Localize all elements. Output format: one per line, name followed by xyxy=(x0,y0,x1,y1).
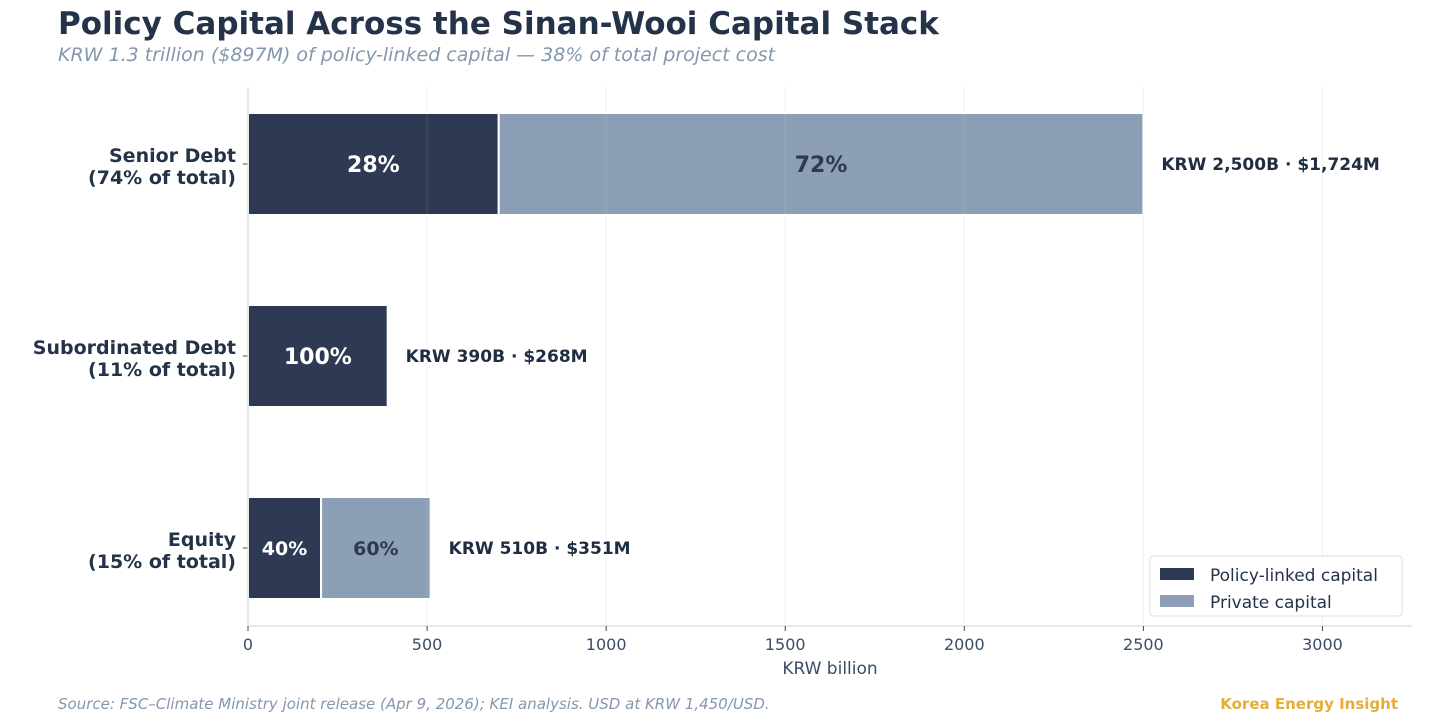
segment-share-label: 28% xyxy=(347,153,400,178)
bar-total-label: KRW 510B · $351M xyxy=(449,539,631,559)
x-axis-title: KRW billion xyxy=(782,659,877,679)
bar-private-segment xyxy=(320,496,432,600)
category-share-label: (11% of total) xyxy=(88,359,236,381)
segment-share-label: 40% xyxy=(262,538,307,560)
legend-label: Private capital xyxy=(1210,593,1332,613)
chart-subtitle: KRW 1.3 trillion ($897M) of policy-linke… xyxy=(58,44,776,66)
bar-policy-segment xyxy=(247,496,323,600)
chart-title: Policy Capital Across the Sinan-Wooi Cap… xyxy=(58,6,939,42)
legend-label: Policy-linked capital xyxy=(1210,566,1378,586)
x-tick-label: 3000 xyxy=(1302,635,1343,654)
x-tick-label: 2000 xyxy=(944,635,985,654)
legend-box xyxy=(1149,555,1403,617)
data-labels: 28% 72% KRW 2,500B · $1,724M 100% KRW 390B ·… xyxy=(262,153,1380,560)
axes: Senior Debt(74% of total) Subordinated De… xyxy=(33,87,1412,679)
segment-share-label: 100% xyxy=(284,345,352,370)
category-share-label: (74% of total) xyxy=(88,167,236,189)
legend-swatch-policy xyxy=(1160,568,1194,580)
category-label: Equity xyxy=(168,529,237,551)
segment-share-label: 72% xyxy=(795,153,848,178)
bar-policy-segment xyxy=(247,304,389,408)
bar-total-label: KRW 2,500B · $1,724M xyxy=(1161,155,1379,175)
category-label: Senior Debt xyxy=(109,145,236,167)
category-share-label: (15% of total) xyxy=(88,551,236,573)
x-tick-label: 500 xyxy=(412,635,443,654)
x-tick-label: 1500 xyxy=(765,635,806,654)
x-tick-label: 0 xyxy=(243,635,253,654)
brand-label: Korea Energy Insight xyxy=(1220,695,1398,713)
legend-swatch-private xyxy=(1160,595,1194,607)
x-tick-label: 1000 xyxy=(586,635,627,654)
bar-total-label: KRW 390B · $268M xyxy=(406,347,588,367)
source-note: Source: FSC–Climate Ministry joint relea… xyxy=(58,695,770,713)
bar-private-segment xyxy=(497,112,1145,216)
category-label: Subordinated Debt xyxy=(33,337,236,359)
x-tick-label: 2500 xyxy=(1123,635,1164,654)
bars xyxy=(247,112,1145,600)
segment-share-label: 60% xyxy=(353,538,398,560)
legend: Policy-linked capital Private capital xyxy=(1149,555,1403,617)
